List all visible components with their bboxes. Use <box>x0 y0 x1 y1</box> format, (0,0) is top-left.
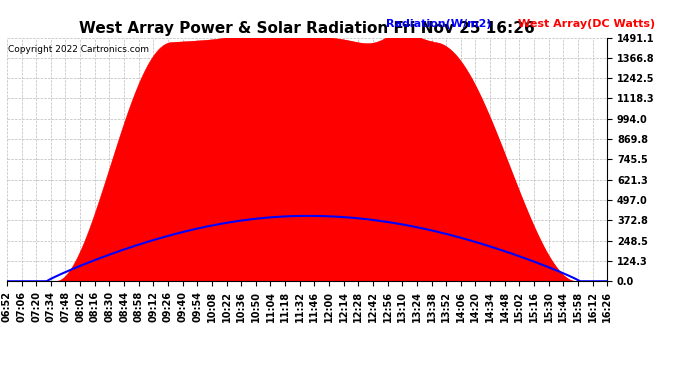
Title: West Array Power & Solar Radiation Fri Nov 25 16:26: West Array Power & Solar Radiation Fri N… <box>79 21 535 36</box>
Text: Radiation(W/m2): Radiation(W/m2) <box>386 20 492 29</box>
Text: Copyright 2022 Cartronics.com: Copyright 2022 Cartronics.com <box>8 45 149 54</box>
Text: West Array(DC Watts): West Array(DC Watts) <box>518 20 655 29</box>
